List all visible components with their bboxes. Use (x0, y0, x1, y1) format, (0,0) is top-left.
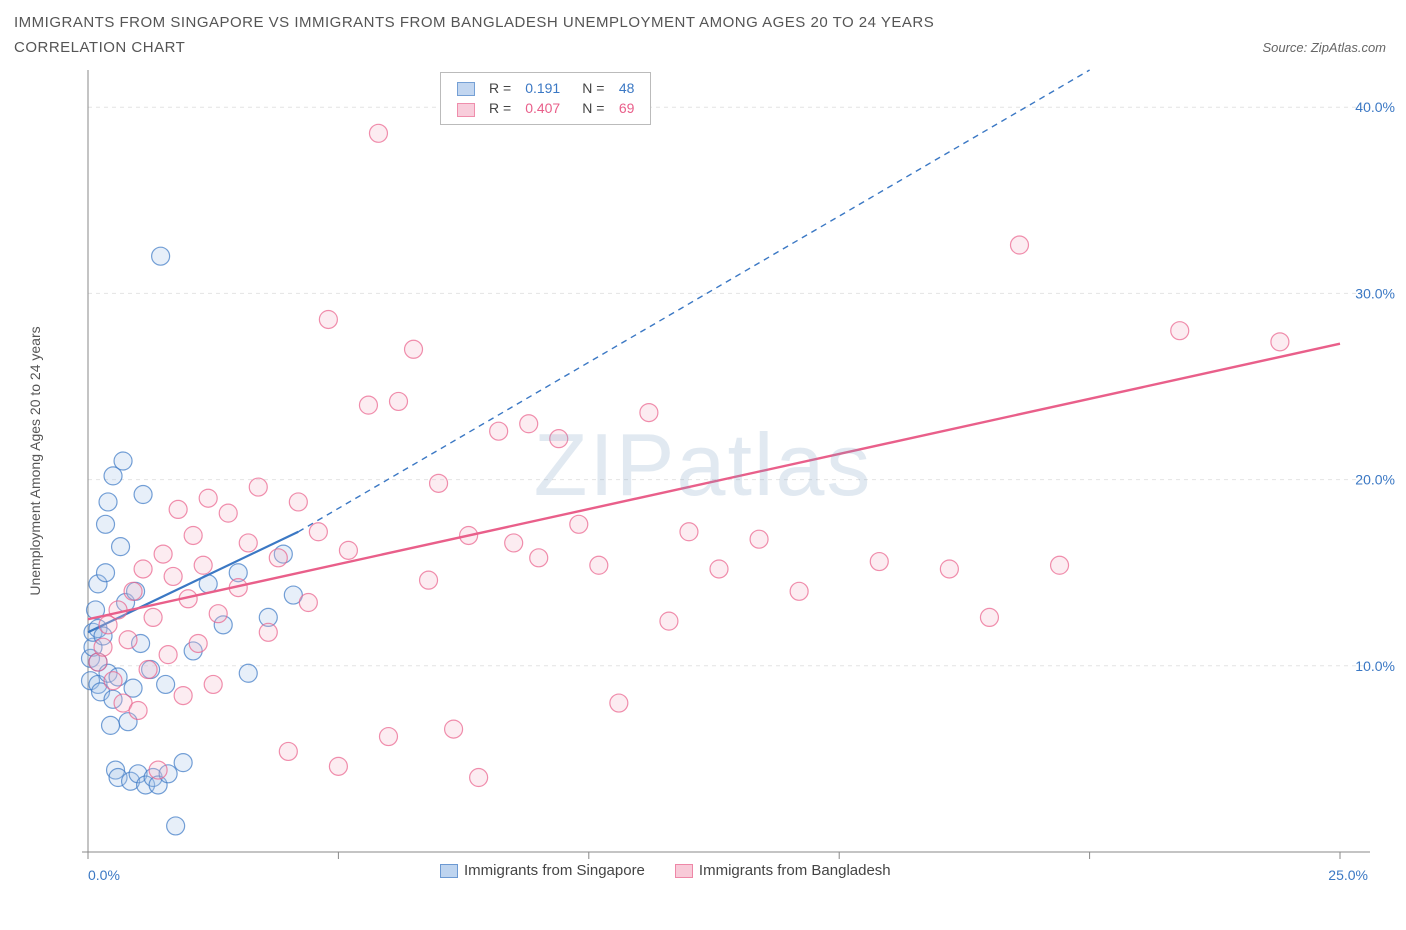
svg-text:40.0%: 40.0% (1355, 99, 1395, 115)
svg-text:Unemployment Among Ages 20 to: Unemployment Among Ages 20 to 24 years (27, 326, 43, 595)
chart-title: IMMIGRANTS FROM SINGAPORE VS IMMIGRANTS … (14, 14, 1396, 31)
chart-subtitle: CORRELATION CHART (14, 39, 185, 56)
svg-text:20.0%: 20.0% (1355, 472, 1395, 488)
svg-text:30.0%: 30.0% (1355, 285, 1395, 301)
legend-item: Immigrants from Singapore (440, 862, 645, 879)
legend-bottom: Immigrants from Singapore Immigrants from… (440, 862, 891, 879)
legend-top: R = 0.191 N = 48 R = 0.407 N = 69 (440, 72, 651, 125)
chart-svg: 10.0% 20.0% 30.0% 40.0% 0.0% 25.0% Unemploymen… (10, 62, 1396, 902)
svg-text:25.0%: 25.0% (1328, 867, 1368, 883)
svg-text:10.0%: 10.0% (1355, 658, 1395, 674)
correlation-chart: 10.0% 20.0% 30.0% 40.0% 0.0% 25.0% Unemploymen… (10, 62, 1396, 902)
subtitle-row: CORRELATION CHART Source: ZipAtlas.com (14, 39, 1386, 56)
legend-item: Immigrants from Bangladesh (675, 862, 891, 879)
svg-text:0.0%: 0.0% (88, 867, 120, 883)
source-label: Source: ZipAtlas.com (1262, 40, 1386, 55)
